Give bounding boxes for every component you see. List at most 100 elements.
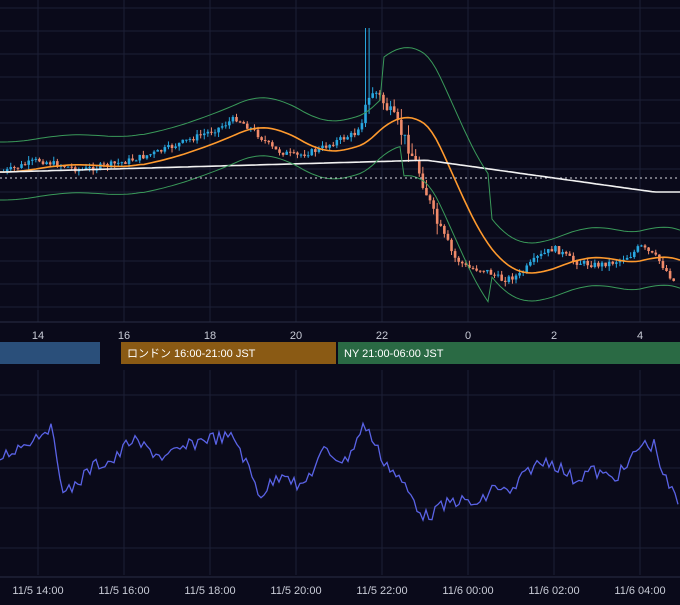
candle-body-86 — [310, 149, 314, 156]
candle-body-168 — [604, 262, 607, 267]
candle-body-121 — [435, 208, 439, 224]
candle-body-120 — [432, 200, 435, 209]
candle-body-99 — [357, 129, 360, 136]
price-x-tick-4: 22 — [376, 330, 388, 342]
candle-body-137 — [493, 274, 496, 276]
candle-body-55 — [199, 134, 202, 136]
candle-body-73 — [263, 139, 267, 141]
session-block-0 — [0, 342, 100, 364]
candle-body-75 — [271, 142, 274, 147]
candle-body-2 — [9, 166, 13, 170]
candle-body-177 — [636, 246, 640, 252]
candle-body-103 — [371, 93, 374, 98]
candle-body-62 — [224, 125, 228, 127]
candle-body-67 — [242, 122, 245, 124]
candle-body-134 — [482, 270, 486, 272]
candle-body-4 — [16, 167, 20, 169]
candle-body-12 — [45, 162, 48, 165]
candle-body-28 — [102, 163, 106, 165]
candle-body-54 — [195, 134, 199, 141]
candle-body-52 — [188, 139, 192, 141]
candle-body-82 — [296, 152, 299, 155]
candle-body-153 — [550, 249, 554, 252]
candle-body-47 — [170, 145, 174, 149]
candle-body-105 — [378, 92, 382, 95]
candle-body-58 — [210, 131, 213, 133]
candle-body-49 — [177, 142, 181, 147]
candle-body-89 — [321, 145, 324, 148]
candle-body-15 — [56, 161, 59, 167]
candle-body-158 — [568, 253, 572, 256]
osc-x-tick-6: 11/6 02:00 — [528, 585, 579, 597]
candle-body-148 — [532, 257, 536, 262]
candle-body-174 — [625, 257, 629, 260]
candle-body-165 — [593, 262, 597, 268]
candle-body-48 — [174, 146, 177, 149]
candle-body-141 — [507, 276, 511, 282]
candle-body-64 — [231, 116, 235, 122]
candle-body-150 — [539, 253, 543, 257]
candle-body-124 — [446, 233, 450, 240]
moving-average-long-line — [0, 159, 680, 193]
candle-body-34 — [124, 162, 127, 164]
candle-body-76 — [274, 146, 278, 150]
candle-body-3 — [13, 166, 16, 168]
bollinger-upper-line — [0, 47, 680, 244]
price-x-tick-5: 0 — [465, 330, 471, 342]
candle-body-113 — [407, 134, 410, 154]
candle-body-97 — [349, 132, 353, 138]
candle-body-185 — [665, 268, 668, 272]
candle-body-68 — [245, 123, 249, 129]
candle-body-104 — [374, 92, 378, 94]
candle-body-101 — [364, 104, 367, 124]
candle-body-78 — [281, 152, 285, 155]
candle-body-144 — [518, 273, 521, 276]
candle-body-128 — [460, 261, 464, 264]
candle-body-32 — [116, 162, 120, 164]
candle-body-38 — [138, 154, 142, 161]
candle-body-87 — [314, 149, 317, 152]
candle-body-74 — [267, 140, 271, 143]
candle-body-140 — [503, 280, 507, 282]
candle-body-90 — [324, 145, 328, 148]
candle-body-156 — [561, 251, 564, 255]
candle-body-80 — [288, 151, 292, 153]
candle-body-77 — [278, 149, 281, 153]
candle-body-56 — [202, 133, 206, 136]
candle-body-118 — [425, 187, 428, 196]
candle-body-155 — [557, 246, 561, 255]
candle-body-154 — [554, 246, 557, 252]
candle-body-161 — [579, 263, 582, 265]
candle-body-71 — [256, 129, 260, 138]
candle-body-61 — [220, 126, 224, 128]
candle-body-109 — [392, 106, 396, 112]
session-block-1 — [121, 342, 336, 364]
candle-body-66 — [238, 121, 242, 123]
candle-body-65 — [235, 116, 238, 122]
candle-body-18 — [66, 166, 70, 168]
candle-body-175 — [629, 257, 632, 259]
candle-body-43 — [156, 150, 159, 152]
candle-body-167 — [600, 262, 604, 267]
candle-body-17 — [63, 165, 66, 168]
candle-body-19 — [70, 166, 73, 168]
candle-body-108 — [389, 106, 392, 111]
candle-body-179 — [643, 245, 647, 248]
osc-x-tick-3: 11/5 20:00 — [270, 585, 321, 597]
candle-body-119 — [428, 195, 432, 201]
price-x-tick-7: 4 — [637, 330, 643, 342]
price-x-tick-2: 18 — [204, 330, 216, 342]
candle-body-50 — [181, 139, 185, 143]
moving-average-short-line — [0, 116, 680, 274]
candle-body-96 — [346, 137, 349, 140]
candle-body-36 — [131, 158, 134, 161]
candle-body-180 — [647, 247, 650, 252]
session-block-2 — [338, 342, 680, 364]
candle-body-131 — [471, 267, 475, 269]
candle-body-152 — [546, 249, 550, 253]
candle-body-164 — [589, 265, 593, 268]
candle-body-45 — [163, 147, 167, 152]
candle-body-125 — [450, 239, 453, 252]
candle-body-81 — [292, 152, 296, 154]
candle-body-40 — [145, 155, 149, 159]
